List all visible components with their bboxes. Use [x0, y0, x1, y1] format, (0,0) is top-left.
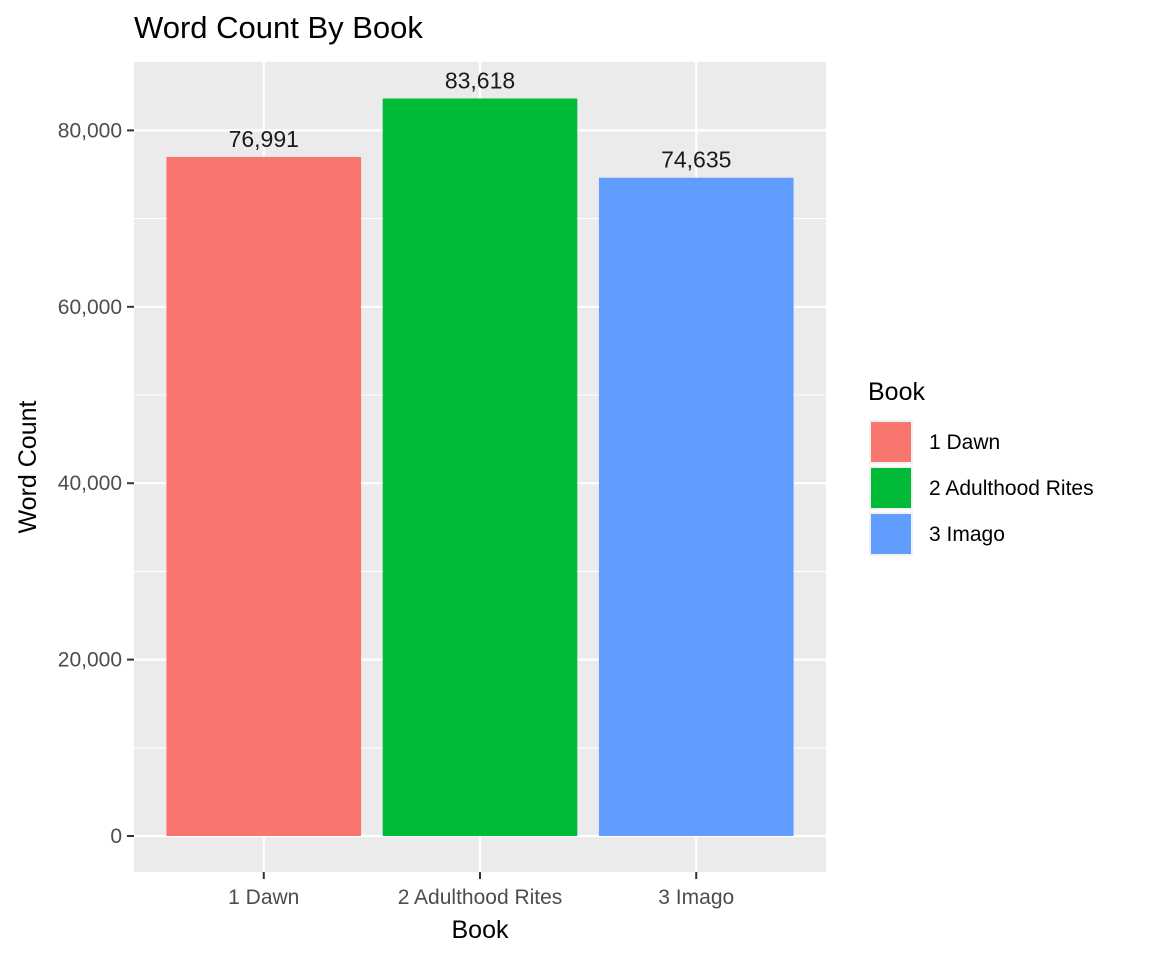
y-tick-label: 60,000 — [58, 296, 122, 319]
bar — [382, 98, 578, 836]
legend-swatch — [871, 422, 911, 462]
legend-label: 3 Imago — [929, 523, 1005, 546]
y-tick-label: 20,000 — [58, 649, 122, 672]
bar-value-labels: 76,991 83,618 74,635 — [229, 67, 732, 172]
x-axis-title: Book — [452, 916, 509, 944]
bar — [598, 177, 794, 836]
y-tick-label: 80,000 — [58, 119, 122, 142]
y-tick-label: 0 — [110, 825, 122, 848]
bars — [166, 98, 794, 836]
bar-value-label: 83,618 — [445, 67, 515, 93]
bar-value-label: 76,991 — [229, 126, 299, 152]
legend-label: 2 Adulthood Rites — [929, 477, 1094, 500]
y-axis-title: Word Count — [14, 400, 42, 533]
legend-title: Book — [868, 378, 925, 406]
x-tick-label: 3 Imago — [658, 886, 734, 909]
y-tick-label: 40,000 — [58, 472, 122, 495]
bar-value-label: 74,635 — [661, 147, 731, 173]
legend: Book 1 Dawn 2 Adulthood Rites 3 Imago — [868, 378, 1094, 556]
legend-label: 1 Dawn — [929, 431, 1000, 454]
x-tick-label: 2 Adulthood Rites — [398, 886, 563, 909]
legend-swatch — [871, 468, 911, 508]
bar — [166, 156, 362, 836]
y-axis: 0 20,000 40,000 60,000 80,000 — [58, 119, 134, 848]
legend-swatch — [871, 514, 911, 554]
x-tick-label: 1 Dawn — [228, 886, 299, 909]
chart-title: Word Count By Book — [134, 10, 423, 45]
x-axis: 1 Dawn 2 Adulthood Rites 3 Imago — [228, 872, 734, 909]
